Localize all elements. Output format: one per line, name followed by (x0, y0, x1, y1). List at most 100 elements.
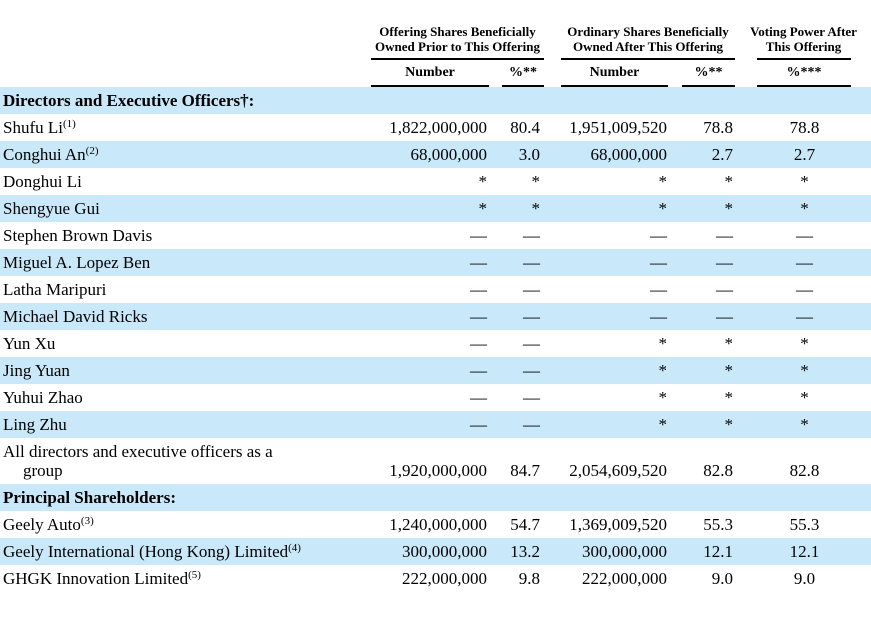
value-percent-prior: 13.2 (510, 542, 540, 561)
subheader-voting-power-percent: %*** (736, 60, 871, 87)
shareholder-name-text: Shufu Li (3, 118, 63, 137)
table-row: Jing Yuan — — * * * (0, 357, 871, 384)
value-voting-power: — (796, 226, 814, 245)
value-number-after: * (658, 415, 668, 434)
value-percent-prior: 3.0 (518, 145, 540, 164)
value-number-after: 1,369,009,520 (569, 515, 667, 534)
value-percent-prior: — (523, 226, 540, 245)
value-percent-after: 2.7 (711, 145, 734, 164)
value-percent-after: 9.0 (711, 569, 734, 588)
value-percent-prior: * (531, 199, 541, 218)
shareholder-name: Latha Maripuri (0, 276, 358, 303)
subheader-percent-prior: %** (490, 60, 545, 87)
value-percent-prior: — (523, 280, 540, 299)
shareholder-name: Miguel A. Lopez Ben (0, 249, 358, 276)
value-number-prior: * (478, 199, 488, 218)
shareholder-name-text: Directors and Executive Officers†: (3, 91, 255, 110)
value-number-after: — (650, 307, 667, 326)
value-percent-after: — (716, 280, 734, 299)
shareholder-name-text: Michael David Ricks (3, 307, 148, 326)
shareholder-name: Yun Xu (0, 330, 358, 357)
table-row: Yuhui Zhao — — * * * (0, 384, 871, 411)
table-row: Geely International (Hong Kong) Limited(… (0, 538, 871, 565)
value-voting-power: — (796, 280, 814, 299)
value-percent-after: — (716, 307, 734, 326)
value-percent-after: 82.8 (703, 461, 734, 480)
value-voting-power: 78.8 (789, 118, 820, 137)
value-number-prior: 222,000,000 (402, 569, 487, 588)
value-number-prior: — (470, 388, 487, 407)
table-row: Conghui An(2) 68,000,000 3.0 68,000,000 … (0, 141, 871, 168)
value-percent-after: * (724, 199, 734, 218)
value-percent-prior: — (523, 334, 540, 353)
value-percent-prior: 84.7 (510, 461, 540, 480)
value-percent-after: * (724, 388, 734, 407)
shareholder-name-text: Shengyue Gui (3, 199, 100, 218)
value-voting-power: * (800, 388, 809, 407)
value-number-after: * (658, 388, 668, 407)
shareholder-name-text: Donghui Li (3, 172, 82, 191)
shareholder-name-text: GHGK Innovation Limited (3, 569, 189, 588)
subheader-row: Number %** Number %** %*** (0, 60, 871, 87)
value-voting-power: 82.8 (789, 461, 820, 480)
table-row: Latha Maripuri — — — — — (0, 276, 871, 303)
shareholder-name-text: Latha Maripuri (3, 280, 107, 299)
column-group-offering-shares-prior: Offering Shares Beneficially Owned Prior… (358, 0, 545, 60)
value-number-after: 68,000,000 (590, 145, 668, 164)
shareholder-name-text: Conghui An (3, 145, 86, 164)
table-row: Shengyue Gui * * * * * (0, 195, 871, 222)
shareholder-name-text: Stephen Brown Davis (3, 226, 153, 245)
value-number-prior: — (470, 415, 487, 434)
shareholder-name-text: Geely International (Hong Kong) Limited (3, 542, 289, 561)
value-number-prior: — (470, 280, 487, 299)
subheader-number-prior: Number (358, 60, 490, 87)
value-voting-power: — (796, 253, 814, 272)
value-number-prior: 300,000,000 (402, 542, 487, 561)
value-percent-after: * (724, 361, 734, 380)
table-row: Ling Zhu — — * * * (0, 411, 871, 438)
value-number-prior: — (470, 253, 487, 272)
value-percent-prior: 54.7 (510, 515, 540, 534)
column-group-voting-power: Voting Power After This Offering (736, 0, 871, 60)
value-voting-power (736, 87, 871, 114)
value-percent-after: * (724, 415, 734, 434)
shareholder-name-text: Jing Yuan (3, 361, 70, 380)
value-number-prior: — (470, 361, 487, 380)
column-group-label: Offering Shares Beneficially Owned Prior… (375, 24, 540, 54)
table-row: Donghui Li * * * * * (0, 168, 871, 195)
footnote-marker: (3) (80, 515, 94, 527)
value-voting-power: * (800, 361, 809, 380)
value-voting-power: * (800, 199, 809, 218)
shareholder-name: GHGK Innovation Limited(5) (0, 565, 358, 592)
header-rule (561, 58, 736, 60)
table-row: Yun Xu — — * * * (0, 330, 871, 357)
column-group-ordinary-shares-after: Ordinary Shares Beneficially Owned After… (545, 0, 736, 60)
value-voting-power: 55.3 (789, 515, 820, 534)
shareholder-name: Ling Zhu (0, 411, 358, 438)
value-number-after: 300,000,000 (582, 542, 667, 561)
shareholder-name: Principal Shareholders: (0, 484, 358, 511)
value-number-prior: 1,822,000,000 (389, 118, 487, 137)
subheader-number-after: Number (545, 60, 669, 87)
value-percent-after: 78.8 (703, 118, 734, 137)
footnote-marker: (5) (188, 569, 201, 581)
table-row: Geely Auto(3) 1,240,000,000 54.7 1,369,0… (0, 511, 871, 538)
shareholder-name: Geely International (Hong Kong) Limited(… (0, 538, 358, 565)
section-row: Directors and Executive Officers†: (0, 87, 871, 114)
value-percent-after: 55.3 (703, 515, 734, 534)
ownership-table: Offering Shares Beneficially Owned Prior… (0, 0, 871, 592)
value-number-after: — (650, 280, 667, 299)
table-body: Directors and Executive Officers†: Shufu… (0, 87, 871, 592)
column-group-header-row: Offering Shares Beneficially Owned Prior… (0, 0, 871, 60)
value-number-after: * (658, 172, 668, 191)
shareholder-name-text: All directors and executive officers as … (3, 442, 273, 480)
table-row: Stephen Brown Davis — — — — — (0, 222, 871, 249)
value-percent-prior: — (523, 361, 540, 380)
value-percent-prior: — (523, 388, 540, 407)
shareholder-name-text: Geely Auto (3, 515, 81, 534)
table-row: Michael David Ricks — — — — — (0, 303, 871, 330)
subheader-percent-after: %** (669, 60, 736, 87)
value-number-after: 2,054,609,520 (569, 461, 667, 480)
shareholder-name: All directors and executive officers as … (0, 438, 358, 484)
value-percent-after: — (716, 253, 734, 272)
